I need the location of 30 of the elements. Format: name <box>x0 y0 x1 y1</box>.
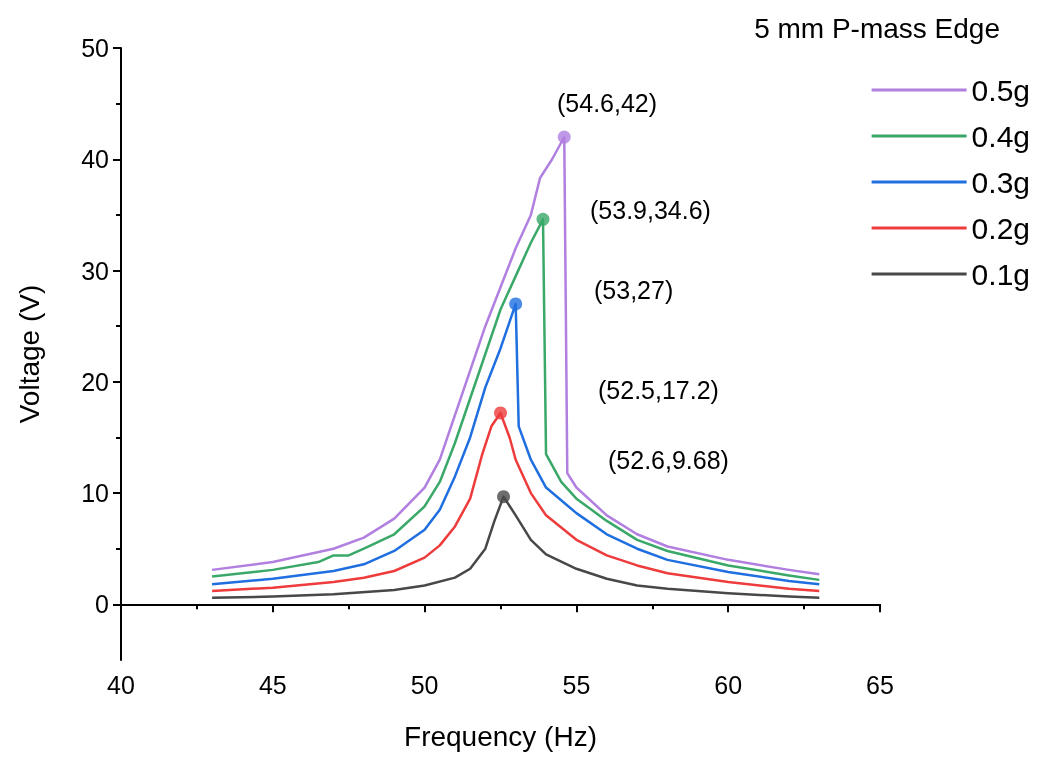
x-tick-label: 60 <box>714 670 743 699</box>
y-tick-label: 10 <box>81 479 109 508</box>
y-tick-label: 30 <box>81 256 109 285</box>
annotation: (53,27) <box>594 276 674 304</box>
x-tick-label: 55 <box>562 670 591 699</box>
y-tick-label: 20 <box>81 367 109 396</box>
legend-label: 0.4g <box>971 119 1030 153</box>
point <box>494 406 507 420</box>
x-tick-label: 65 <box>866 670 894 699</box>
annotation: (52.6,9.68) <box>608 446 729 474</box>
annotation: (54.6,42) <box>557 89 658 117</box>
annotation: (52.5,17.2) <box>598 376 719 404</box>
point <box>509 297 523 311</box>
point <box>557 130 571 144</box>
y-axis-title: Voltage (V) <box>13 284 45 424</box>
x-tick-label: 40 <box>107 670 135 699</box>
legend-label: 0.5g <box>971 73 1030 107</box>
legend-title: 5 mm P-mass Edge <box>754 12 1001 44</box>
x-tick-label: 50 <box>410 670 439 699</box>
legend-label: 0.1g <box>971 257 1030 291</box>
annotation: (53.9,34.6) <box>590 196 711 224</box>
legend-label: 0.2g <box>971 211 1030 245</box>
point <box>536 212 550 226</box>
y-tick-label: 0 <box>95 590 109 619</box>
x-tick-label: 45 <box>258 670 287 699</box>
y-tick-label: 40 <box>81 145 109 174</box>
x-axis-title: Frequency (Hz) <box>404 720 597 752</box>
legend-label: 0.3g <box>971 165 1030 199</box>
point <box>497 490 511 504</box>
y-tick-label: 50 <box>81 34 109 62</box>
